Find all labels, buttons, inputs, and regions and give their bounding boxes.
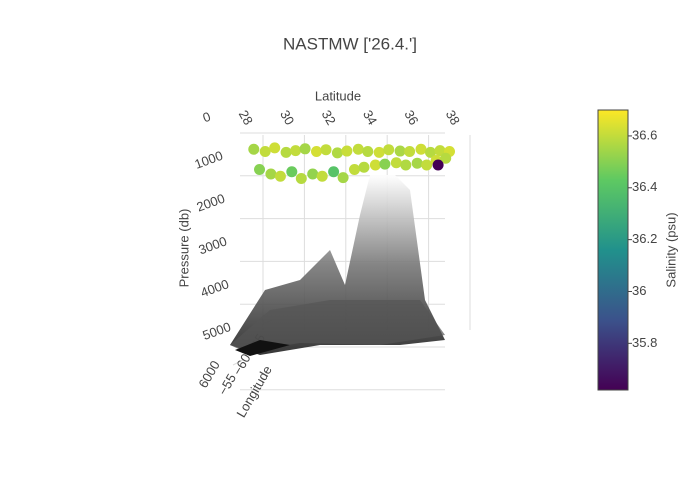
point [421, 159, 433, 171]
colorbar-tick-label: 35.8 [632, 335, 657, 350]
point [307, 168, 319, 180]
x-tick-label: 38 [443, 107, 463, 127]
point [432, 159, 444, 171]
x-tick-label: 32 [319, 107, 339, 127]
colorbar-tick-label: 36 [632, 283, 646, 298]
points [248, 142, 455, 184]
point [248, 143, 260, 155]
point [295, 173, 307, 184]
x-tick-label: 28 [236, 107, 256, 127]
point [337, 172, 349, 184]
point [299, 143, 311, 155]
point [383, 144, 395, 156]
point [394, 145, 406, 157]
point [373, 146, 385, 158]
point [425, 146, 436, 158]
point [404, 146, 416, 157]
point [349, 164, 360, 175]
point [311, 146, 322, 157]
point [434, 145, 446, 157]
point [358, 161, 370, 173]
point [400, 159, 412, 171]
point [259, 146, 271, 157]
point [254, 164, 265, 175]
z-tick-label: −55 [215, 371, 239, 398]
y-tick-label: 4000 [198, 276, 230, 300]
point [290, 145, 302, 157]
colorbar [597, 109, 629, 391]
point [274, 170, 286, 182]
y-tick-label: 5000 [200, 319, 232, 343]
point [328, 166, 340, 178]
x-tick-label: 36 [401, 107, 421, 127]
point [411, 157, 423, 169]
point [286, 166, 298, 178]
colorbar-title: Salinity (psu) [663, 212, 678, 287]
y-tick-label: 0 [201, 109, 213, 126]
point [269, 142, 281, 154]
tick-mark [232, 359, 244, 366]
point [316, 170, 328, 182]
colorbar-tick-label: 36.2 [632, 231, 657, 246]
y-axis-title: Pressure (db) [176, 209, 191, 288]
chart-title: NASTMW ['26.4.'] [283, 34, 417, 53]
point [369, 159, 381, 171]
x-tick-label: 30 [277, 107, 297, 127]
point [352, 143, 364, 155]
colorbar-tick-label: 36.4 [632, 179, 657, 194]
point [415, 143, 427, 155]
point [320, 144, 332, 156]
point [265, 168, 277, 180]
point [379, 158, 391, 170]
colorbar-tick-label: 36.6 [632, 127, 657, 142]
point [341, 145, 353, 157]
point [390, 157, 402, 169]
y-tick-label: 1000 [192, 148, 224, 172]
y-tick-label: 3000 [196, 233, 228, 257]
point [362, 146, 374, 157]
point [280, 146, 292, 158]
bathymetry-surface [230, 175, 445, 356]
x-axis-title: Latitude [315, 88, 361, 103]
y-tick-label: 2000 [194, 191, 226, 215]
x-tick-label: 34 [360, 107, 380, 127]
point [331, 147, 343, 159]
point [440, 152, 452, 164]
